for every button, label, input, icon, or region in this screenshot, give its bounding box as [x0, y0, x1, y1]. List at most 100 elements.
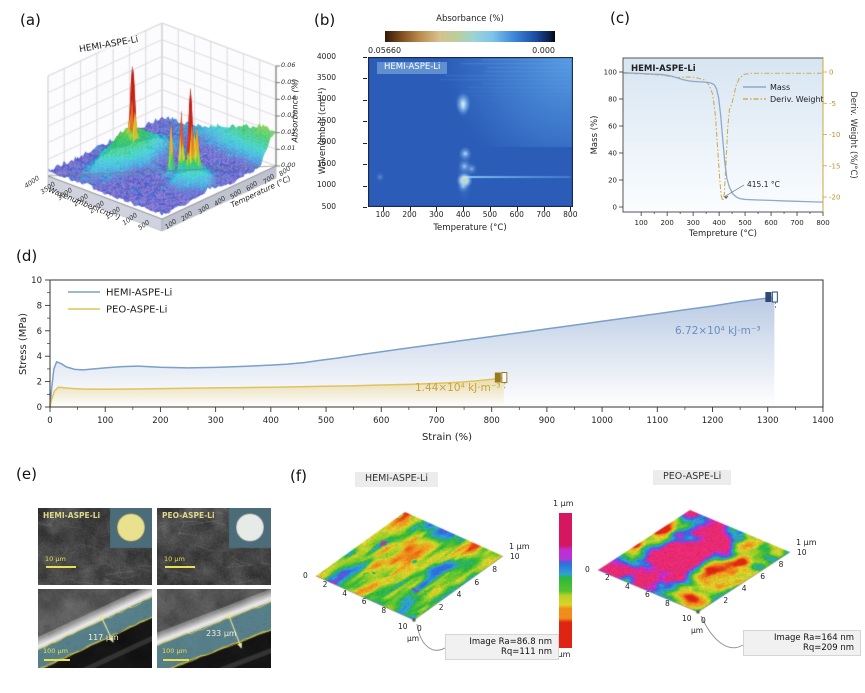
tga-plot: 0 20 40 60 80 100 0 -5 -10 -15 -20 100 200 300 400 500 6… — [590, 57, 858, 239]
b-tick-mark — [363, 121, 367, 123]
d-toughness-hemi: 6.72×10⁴ kJ·m⁻³ — [675, 325, 761, 337]
panel-b-x-axis-label: Temperature (°C) — [433, 223, 507, 233]
c-mass-tick-label: 60 — [608, 123, 617, 131]
f-x-tick: 10 — [398, 622, 408, 631]
sem-surface-peo — [157, 508, 271, 585]
b-tick-mark — [363, 99, 367, 101]
c-temperature-tick-label: 700 — [790, 219, 803, 227]
b-temperature-tick: 600 — [509, 210, 524, 219]
membrane-thickness-peo: 233 μm — [206, 629, 237, 638]
b-tick-mark — [516, 207, 518, 211]
f-unit-label: μm — [407, 634, 420, 643]
sem-scalebar — [44, 659, 70, 661]
d-x-axis-label: Strain (%) — [422, 432, 472, 443]
d-legend-peo-label: PEO-ASPE-Li — [106, 305, 167, 316]
c-temperature-tick-label: 100 — [634, 219, 647, 227]
d-toughness-peo: 1.44×10⁴ kJ·m⁻³ — [415, 382, 501, 394]
b-wavenumber-tick: 2000 — [316, 137, 336, 147]
d-strain-tick-label: 1000 — [591, 416, 613, 426]
afm-roughness-box-hemi: Image Ra=86.8 nm Rq=111 nm — [445, 634, 559, 660]
panel-b-letter: (b) — [314, 11, 336, 29]
d-strain-tick-label: 900 — [539, 416, 555, 426]
c-temperature-tick-label: 300 — [686, 219, 699, 227]
sem-cross-section-peo — [157, 589, 271, 668]
panel-b-colorbar-right-value: 0.000 — [532, 46, 555, 55]
d-peo-curve — [49, 376, 504, 408]
f-y-tick: 0 — [417, 624, 422, 633]
afm-3d-surface-hemi — [300, 496, 515, 658]
a-absorbance-tick: 0.02 — [281, 127, 296, 136]
sem-scalebar-label: 10 μm — [45, 555, 66, 563]
c-sample-label: HEMI-ASPE-Li — [631, 64, 696, 74]
f-x-tick: 4 — [342, 588, 347, 598]
afm-rq-hemi: Rq=111 nm — [500, 647, 552, 657]
b-tick-mark — [436, 207, 438, 211]
d-strain-tick-label: 1100 — [646, 416, 668, 426]
f-y-tick: 2 — [438, 603, 444, 613]
sem-cross-section-hemi — [38, 589, 152, 668]
f-x-tick: 0 — [303, 571, 308, 580]
afm-height-colorbar — [559, 513, 572, 648]
c-temperature-tick-label: 600 — [764, 219, 777, 227]
afm-peo-title: PEO-ASPE-Li — [653, 470, 732, 485]
d-legend-hemi-label: HEMI-ASPE-Li — [106, 288, 172, 299]
d-end-marker — [494, 372, 501, 383]
afm-ra-peo: Image Ra=164 nm — [774, 633, 854, 643]
c-deriv-curve — [622, 72, 823, 203]
panel-e-letter: (e) — [16, 465, 37, 483]
c-deriv-tick-label: -15 — [829, 162, 840, 170]
b-tick-mark — [543, 207, 545, 211]
sem-hemi-label: HEMI-ASPE-Li — [43, 511, 101, 520]
b-tick-mark — [363, 185, 367, 187]
c-mass-tick-label: 100 — [604, 69, 617, 77]
sem-scalebar — [163, 659, 189, 661]
b-wavenumber-tick: 500 — [321, 201, 336, 211]
afm-colorbar-max: 1 μm — [553, 499, 574, 508]
panel-b-sample-label: HEMI-ASPE-Li — [377, 62, 448, 74]
panel-b-colorbar — [385, 31, 555, 42]
panel-c-letter: (c) — [610, 9, 630, 27]
a-absorbance-tick: 0.04 — [281, 94, 296, 103]
c-mass-tick-label: 40 — [608, 150, 617, 158]
f-y-tick: 8 — [778, 560, 784, 569]
b-temperature-tick: 700 — [536, 210, 551, 219]
panel-b-colorbar-left-value: 0.05660 — [368, 46, 402, 55]
sem-scalebar — [165, 566, 195, 568]
b-temperature-tick: 200 — [402, 210, 417, 219]
c-mass-tick-label: 80 — [608, 96, 617, 104]
b-tick-mark — [489, 207, 491, 211]
d-strain-tick-label: 0 — [47, 416, 52, 426]
f-y-tick: 4 — [456, 590, 462, 600]
b-wavenumber-tick: 3500 — [316, 72, 336, 82]
sem-scalebar — [46, 566, 76, 568]
d-strain-tick-label: 800 — [484, 416, 500, 426]
f-y-tick: 10 — [510, 552, 520, 561]
f-y-tick: 4 — [741, 584, 747, 593]
b-tick-mark — [570, 207, 572, 211]
f-x-tick: 10 — [682, 614, 692, 623]
f-x-tick: 4 — [625, 581, 630, 591]
d-hemi-curve — [49, 296, 775, 408]
d-strain-tick-label: 600 — [373, 416, 389, 426]
b-wavenumber-tick: 4000 — [316, 51, 336, 61]
d-end-marker — [765, 292, 772, 303]
a-absorbance-tick: 0.01 — [281, 144, 296, 153]
c-deriv-tick-label: -20 — [829, 194, 840, 202]
b-temperature-tick: 800 — [563, 210, 578, 219]
b-wavenumber-tick: 3000 — [316, 94, 336, 104]
b-temperature-tick: 300 — [429, 210, 444, 219]
f-y-tick: 8 — [492, 564, 497, 574]
c-deriv-tick-label: -10 — [829, 131, 840, 139]
f-x-tick: 8 — [665, 598, 670, 608]
c-deriv-tick-label: -5 — [829, 100, 836, 108]
d-y-axis-label: Stress (MPa) — [18, 313, 29, 375]
c-mass-tick-label: 0 — [613, 204, 617, 212]
b-tick-mark — [363, 57, 367, 58]
c-x-axis-label: Tempreture (°C) — [688, 229, 757, 239]
b-wavenumber-tick: 1000 — [316, 180, 336, 190]
sem-peo-label: PEO-ASPE-Li — [162, 511, 215, 520]
d-strain-tick-label: 300 — [208, 416, 224, 426]
d-stress-tick-label: 2 — [37, 378, 42, 388]
a-absorbance-tick: 0.00 — [281, 161, 296, 169]
